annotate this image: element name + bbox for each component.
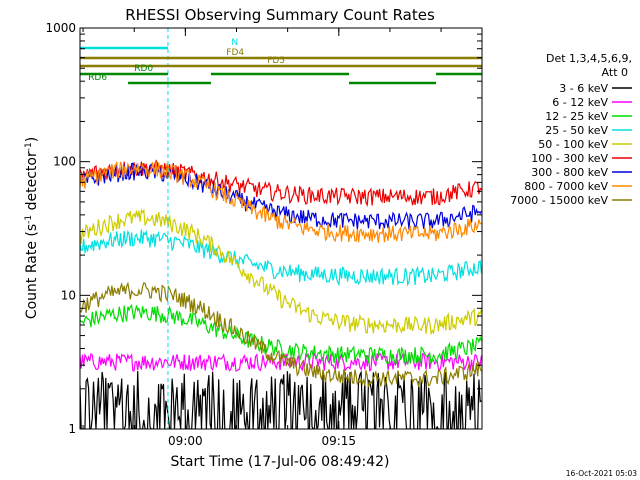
- series-line-2: [80, 304, 482, 366]
- legend-entry-label-1: 6 - 12 keV: [552, 96, 608, 109]
- legend-entry-label-5: 100 - 300 keV: [531, 152, 608, 165]
- series-line-6: [80, 162, 482, 230]
- flag-label-fd4: FD4: [226, 48, 244, 58]
- legend-entry-label-7: 800 - 7000 keV: [524, 180, 608, 193]
- footer-timestamp: 16-Oct-2021 05:03: [566, 469, 637, 478]
- flag-label-rd6: RD6: [88, 73, 107, 83]
- x-axis: 09:00 09:15: [82, 28, 442, 448]
- flag-label-n: N: [231, 38, 238, 48]
- y-tick-label-0: 1: [68, 422, 76, 436]
- legend-entry-label-0: 3 - 6 keV: [559, 82, 608, 95]
- series-line-0: [80, 370, 482, 429]
- y-tick-label-1: 10: [61, 288, 76, 302]
- legend-entry-label-8: 7000 - 15000 keV: [510, 194, 608, 207]
- flag-label-s: S: [629, 37, 635, 47]
- chart-title: RHESSI Observing Summary Count Rates: [125, 6, 435, 24]
- y-tick-label-2: 100: [53, 155, 76, 169]
- legend-entry-label-2: 12 - 25 keV: [545, 110, 608, 123]
- series-line-4: [80, 208, 482, 336]
- legend-header-attenuator: Att 0: [602, 66, 628, 79]
- legend-header-detectors: Det 1,3,4,5,6,9,: [546, 52, 632, 65]
- x-tick-label-0: 09:00: [168, 434, 203, 448]
- series-line-7: [80, 161, 482, 243]
- legend-entry-label-6: 300 - 800 keV: [531, 166, 608, 179]
- x-tick-label-1: 09:15: [321, 434, 356, 448]
- legend-entry-label-4: 50 - 100 keV: [538, 138, 608, 151]
- legend-entry-label-3: 25 - 50 keV: [545, 124, 608, 137]
- series-line-8: [80, 281, 482, 388]
- y-tick-label-3: 1000: [45, 21, 76, 35]
- series-line-1: [80, 352, 482, 373]
- y-axis-label: Count Rate (s-1 detector-1): [24, 137, 40, 319]
- series-line-3: [80, 229, 482, 287]
- flag-label-fd5: FD5: [267, 56, 285, 66]
- y-axis: 1 10 100 1000: [45, 21, 482, 436]
- plot-frame: [79, 27, 483, 430]
- flag-label-rd0: RD0: [134, 64, 153, 74]
- x-axis-label: Start Time (17-Jul-06 08:49:42): [170, 454, 389, 470]
